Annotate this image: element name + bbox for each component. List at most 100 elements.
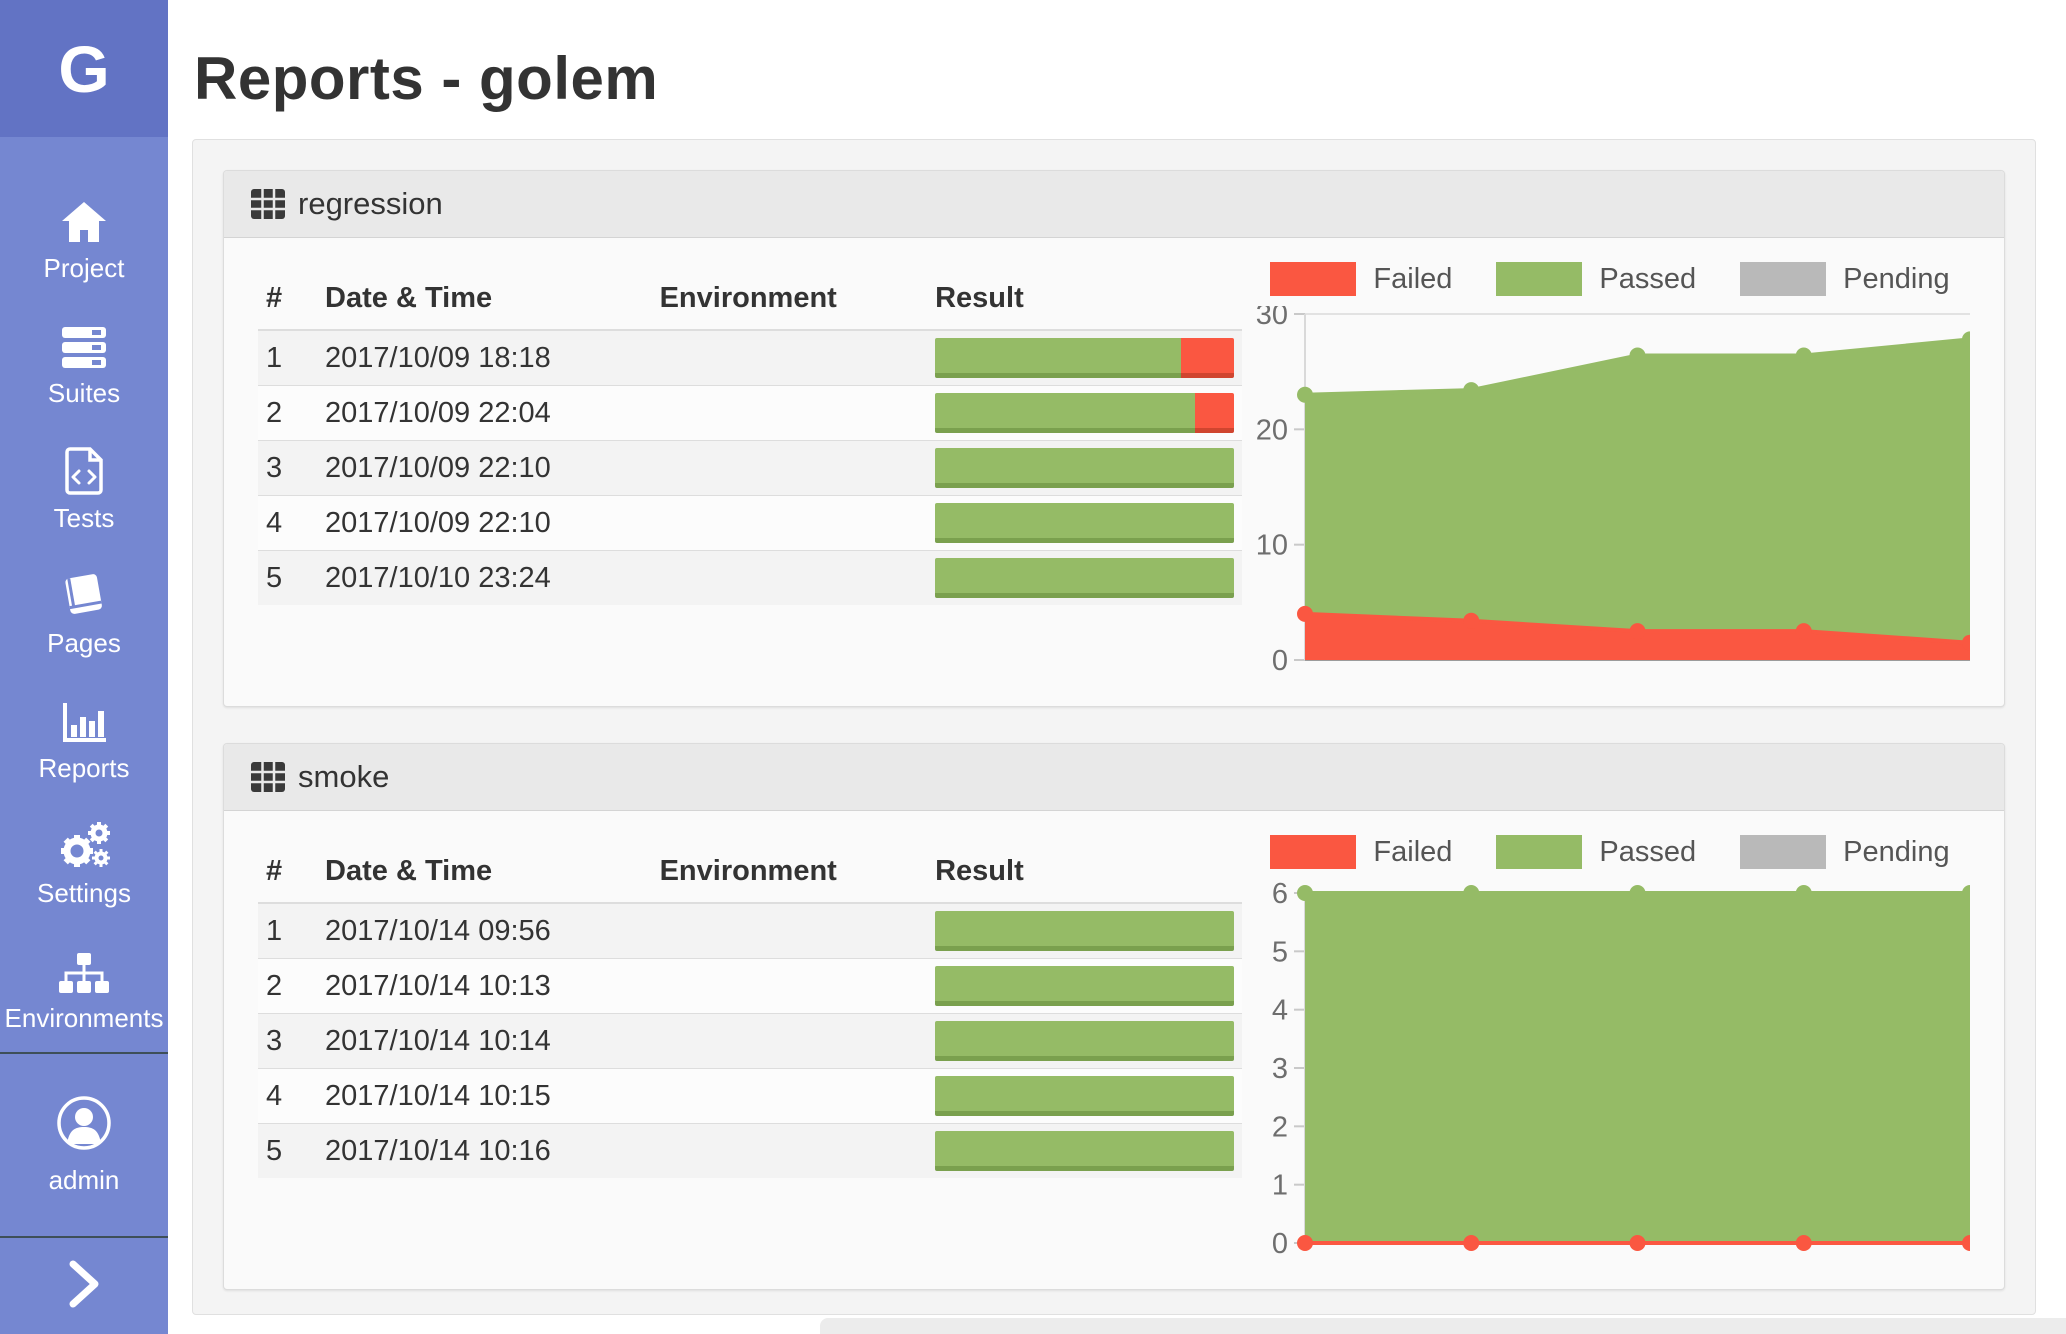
sidebar-collapse-button[interactable] (0, 1238, 168, 1334)
table-row[interactable]: 2 2017/10/09 22:04 (258, 385, 1242, 441)
sidebar-user[interactable]: admin (0, 1054, 168, 1236)
svg-text:0: 0 (1272, 1228, 1288, 1260)
sidebar-item-suites[interactable]: Suites (0, 302, 168, 427)
result-passed-segment (935, 911, 1234, 951)
executions-table-wrap: # Date & Time Environment Result 1 2017/… (258, 254, 1242, 686)
legend-item-failed[interactable]: Failed (1270, 835, 1452, 869)
area-chart: 0 10 20 30 (1256, 306, 1970, 677)
svg-text:1: 1 (1272, 1170, 1288, 1202)
legend-item-failed[interactable]: Failed (1270, 262, 1452, 296)
failed-swatch (1270, 835, 1357, 869)
table-row[interactable]: 4 2017/10/09 22:10 (258, 495, 1242, 551)
file-code-icon (64, 445, 104, 495)
page-title: Reports - golem (194, 45, 659, 112)
panel-body: # Date & Time Environment Result 1 2017/… (224, 811, 2004, 1289)
svg-text:6: 6 (1272, 879, 1288, 910)
svg-text:0: 0 (1272, 645, 1288, 677)
user-circle-icon (55, 1094, 113, 1157)
pending-swatch (1740, 835, 1827, 869)
sidebar-item-label: Tests (53, 503, 115, 533)
legend-item-passed[interactable]: Passed (1496, 262, 1696, 296)
sidebar-item-label: Reports (38, 753, 130, 783)
result-failed-segment (1195, 393, 1234, 433)
result-bar (935, 503, 1234, 543)
result-bar (935, 448, 1234, 488)
sidebar-item-label: Settings (37, 878, 131, 908)
legend-item-passed[interactable]: Passed (1496, 835, 1696, 869)
pending-swatch (1740, 262, 1827, 296)
panel-body: # Date & Time Environment Result 1 2017/… (224, 238, 2004, 706)
executions-table: # Date & Time Environment Result 1 2017/… (258, 843, 1242, 1178)
sidebar-item-label: Pages (47, 628, 121, 658)
result-passed-segment (935, 1131, 1234, 1171)
svg-text:3: 3 (1272, 1053, 1288, 1085)
col-header-datetime: Date & Time (317, 843, 652, 904)
result-passed-segment (935, 966, 1234, 1006)
sidebar-item-label: Suites (47, 378, 121, 408)
result-bar (935, 338, 1234, 378)
result-passed-segment (935, 1021, 1234, 1061)
page-bottom-strip (820, 1318, 2066, 1334)
executions-chart: Failed Passed Pending 0 1 2 3 4 5 6 (1250, 827, 1970, 1269)
logo-letter: G (58, 31, 110, 106)
result-passed-segment (935, 448, 1234, 488)
executions-table: # Date & Time Environment Result 1 2017/… (258, 270, 1242, 605)
app-logo[interactable]: G (0, 0, 168, 137)
sidebar-divider (0, 1236, 168, 1238)
result-bar (935, 966, 1234, 1006)
sidebar-item-label: Environments (4, 1003, 164, 1033)
suites-icon (61, 320, 107, 370)
result-failed-segment (1181, 338, 1234, 378)
passed-swatch (1496, 262, 1583, 296)
svg-text:30: 30 (1256, 306, 1288, 331)
executions-table-wrap: # Date & Time Environment Result 1 2017/… (258, 827, 1242, 1269)
sidebar-item-pages[interactable]: Pages (0, 552, 168, 677)
legend-item-pending[interactable]: Pending (1740, 835, 1950, 869)
bar-chart-icon (60, 695, 108, 745)
result-passed-segment (935, 393, 1196, 433)
sidebar-item-tests[interactable]: Tests (0, 427, 168, 552)
table-row[interactable]: 2 2017/10/14 10:13 (258, 958, 1242, 1014)
result-bar (935, 393, 1234, 433)
result-bar (935, 1076, 1234, 1116)
table-row[interactable]: 5 2017/10/14 10:16 (258, 1123, 1242, 1178)
result-passed-segment (935, 503, 1234, 543)
col-header-result: Result (927, 270, 1242, 331)
chevron-right-icon (64, 1258, 104, 1315)
suite-title[interactable]: regression (298, 186, 443, 221)
chart-legend: Failed Passed Pending (1250, 254, 1970, 304)
book-icon (59, 570, 109, 620)
suite-title[interactable]: smoke (298, 759, 390, 794)
chart-legend: Failed Passed Pending (1250, 827, 1970, 877)
svg-text:2: 2 (1272, 1111, 1288, 1143)
panel-smoke: smoke # Date & Time Environment Result (223, 743, 2005, 1290)
sidebar-nav: Project Suites (0, 137, 168, 1052)
sidebar-item-label: Project (43, 253, 125, 283)
passed-swatch (1496, 835, 1583, 869)
col-header-num: # (258, 270, 318, 331)
sidebar-item-environments[interactable]: Environments (0, 927, 168, 1052)
sidebar-item-project[interactable]: Project (0, 177, 168, 302)
table-icon (250, 188, 286, 220)
table-row[interactable]: 1 2017/10/09 18:18 (258, 329, 1242, 386)
sidebar-divider (0, 1052, 168, 1054)
sitemap-icon (56, 945, 112, 995)
sidebar-item-settings[interactable]: Settings (0, 802, 168, 927)
sidebar-item-reports[interactable]: Reports (0, 677, 168, 802)
col-header-environment: Environment (651, 843, 928, 904)
table-icon (250, 761, 286, 793)
table-row[interactable]: 3 2017/10/09 22:10 (258, 440, 1242, 496)
panel-regression: regression # Date & Time Environment Res… (223, 170, 2005, 707)
main-content: Reports - golem regression (168, 0, 2066, 1334)
legend-item-pending[interactable]: Pending (1740, 262, 1950, 296)
svg-text:20: 20 (1256, 414, 1288, 446)
table-row[interactable]: 4 2017/10/14 10:15 (258, 1068, 1242, 1124)
col-header-datetime: Date & Time (317, 270, 652, 331)
table-row[interactable]: 3 2017/10/14 10:14 (258, 1013, 1242, 1069)
panel-header: regression (224, 171, 2004, 238)
table-row[interactable]: 1 2017/10/14 09:56 (258, 902, 1242, 959)
gears-icon (58, 820, 110, 870)
svg-text:4: 4 (1272, 995, 1288, 1027)
user-name: admin (48, 1165, 120, 1195)
table-row[interactable]: 5 2017/10/10 23:24 (258, 550, 1242, 605)
